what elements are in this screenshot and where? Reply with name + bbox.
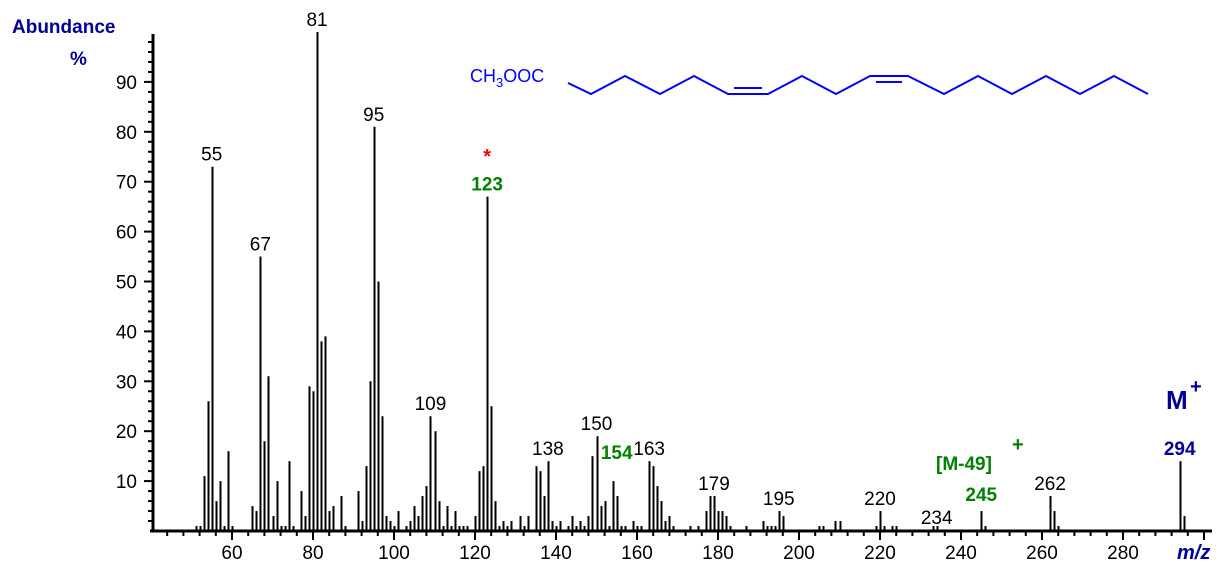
peak-label-123: 123 <box>471 175 503 196</box>
peak-labels: 55 67 81 95 109 123 138 150 154 163 179 195 220 234 24… <box>201 10 1196 529</box>
x-tick-label: 160 <box>621 543 653 564</box>
x-tick-label: 260 <box>1026 543 1058 564</box>
peak-label-195: 195 <box>763 489 795 510</box>
peak-label-67: 67 <box>250 235 271 256</box>
peak-label-179: 179 <box>698 474 730 495</box>
m-minus-49-plus: + <box>1012 434 1024 456</box>
x-tick-label: 140 <box>540 543 572 564</box>
peak-label-220: 220 <box>864 489 896 510</box>
y-axis-unit: % <box>70 49 87 70</box>
x-tick-label: 100 <box>378 543 410 564</box>
y-tick-label: 20 <box>116 422 137 443</box>
peak-label-294: 294 <box>1164 439 1196 460</box>
y-tick-label: 70 <box>116 173 137 194</box>
peak-label-262: 262 <box>1034 474 1066 495</box>
y-tick-label: 30 <box>116 372 137 393</box>
x-tick-label: 80 <box>302 543 323 564</box>
peak-label-163: 163 <box>633 439 665 460</box>
ion-annotations: * [M-49] + M + <box>483 146 1201 475</box>
molecular-ion-label: M <box>1166 385 1188 415</box>
y-tick-label: 80 <box>116 123 137 144</box>
x-tick-label: 60 <box>221 543 242 564</box>
y-tick-label: 60 <box>116 223 137 244</box>
peak-label-109: 109 <box>415 394 447 415</box>
peak-label-245: 245 <box>965 485 997 506</box>
x-axis-title: m/z <box>1177 542 1210 564</box>
peak-label-81: 81 <box>306 10 327 31</box>
axes <box>150 34 1212 533</box>
axis-tick-labels: 10 20 30 40 50 60 70 80 90 60 80 100 120 140 160 180 200… <box>116 73 1139 564</box>
y-axis-title: Abundance <box>12 17 115 38</box>
carbon-chain <box>567 74 1149 96</box>
molecular-ion-plus: + <box>1190 376 1202 398</box>
y-tick-label: 10 <box>116 472 137 493</box>
x-tick-label: 120 <box>459 543 491 564</box>
x-tick-label: 240 <box>945 543 977 564</box>
star-marker: * <box>483 146 491 168</box>
peak-label-55: 55 <box>201 145 222 166</box>
x-tick-label: 200 <box>783 543 815 564</box>
y-tick-label: 40 <box>116 322 137 343</box>
y-tick-label: 90 <box>116 73 137 94</box>
peak-label-154: 154 <box>601 443 633 464</box>
chemical-structure: CH3OOC <box>470 66 1149 96</box>
y-tick-label: 50 <box>116 273 137 294</box>
x-tick-label: 180 <box>702 543 734 564</box>
peak-label-234: 234 <box>921 508 953 529</box>
x-tick-label: 280 <box>1107 543 1139 564</box>
x-tick-label: 220 <box>864 543 896 564</box>
m-minus-49-label: [M-49] <box>936 454 992 475</box>
axis-ticks <box>144 40 1205 540</box>
spectrum-peaks <box>195 32 1186 531</box>
structure-formula: CH3OOC <box>470 66 544 90</box>
peak-label-150: 150 <box>581 414 613 435</box>
peak-label-138: 138 <box>532 439 564 460</box>
peak-label-95: 95 <box>363 105 384 126</box>
